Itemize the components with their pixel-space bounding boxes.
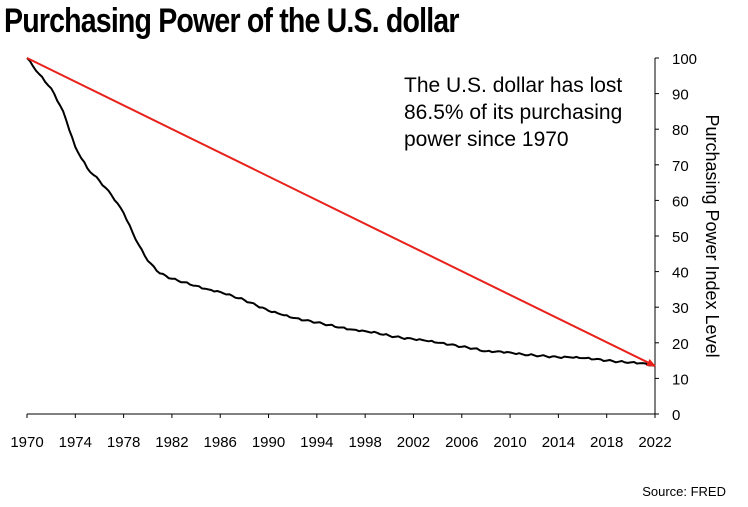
- x-tick-label: 2022: [638, 434, 671, 451]
- y-axis-label: Purchasing Power Index Level: [702, 114, 722, 357]
- x-tick-label: 1970: [10, 434, 43, 451]
- y-tick-label: 30: [672, 300, 689, 317]
- x-tick-label: 1990: [252, 434, 285, 451]
- x-tick-label: 2006: [445, 434, 478, 451]
- y-tick-label: 10: [672, 371, 689, 388]
- y-tick-label: 20: [672, 336, 689, 353]
- annotation-line-3: power since 1970: [404, 128, 569, 151]
- y-tick-label: 0: [672, 407, 680, 424]
- x-tick-label: 1982: [155, 434, 188, 451]
- x-tick-label: 1994: [300, 434, 333, 451]
- annotation-line-1: The U.S. dollar has lost: [404, 74, 623, 97]
- x-tick-label: 1978: [107, 434, 140, 451]
- y-tick-label: 50: [672, 229, 689, 246]
- y-tick-label: 100: [672, 51, 697, 68]
- y-tick-label: 80: [672, 122, 689, 139]
- series-purchasing-power-line: [26, 57, 656, 367]
- x-tick-label: 2014: [542, 434, 575, 451]
- annotation-line-2: 86.5% of its purchasing: [404, 101, 623, 124]
- series-trend-arrow: [26, 57, 656, 367]
- y-tick-label: 70: [672, 158, 689, 175]
- x-tick-label: 1986: [204, 434, 237, 451]
- x-tick-label: 2002: [397, 434, 430, 451]
- y-tick-label: 90: [672, 87, 689, 104]
- x-tick-label: 1974: [59, 434, 92, 451]
- y-tick-label: 60: [672, 193, 689, 210]
- chart-annotation: The U.S. dollar has lost 86.5% of its pu…: [404, 72, 644, 153]
- y-tick-label: 40: [672, 265, 689, 282]
- x-tick-label: 2018: [590, 434, 623, 451]
- x-tick-label: 1998: [348, 434, 381, 451]
- x-tick-label: 2010: [493, 434, 526, 451]
- chart-title: Purchasing Power of the U.S. dollar: [4, 2, 459, 40]
- source-note: Source: FRED: [642, 484, 726, 499]
